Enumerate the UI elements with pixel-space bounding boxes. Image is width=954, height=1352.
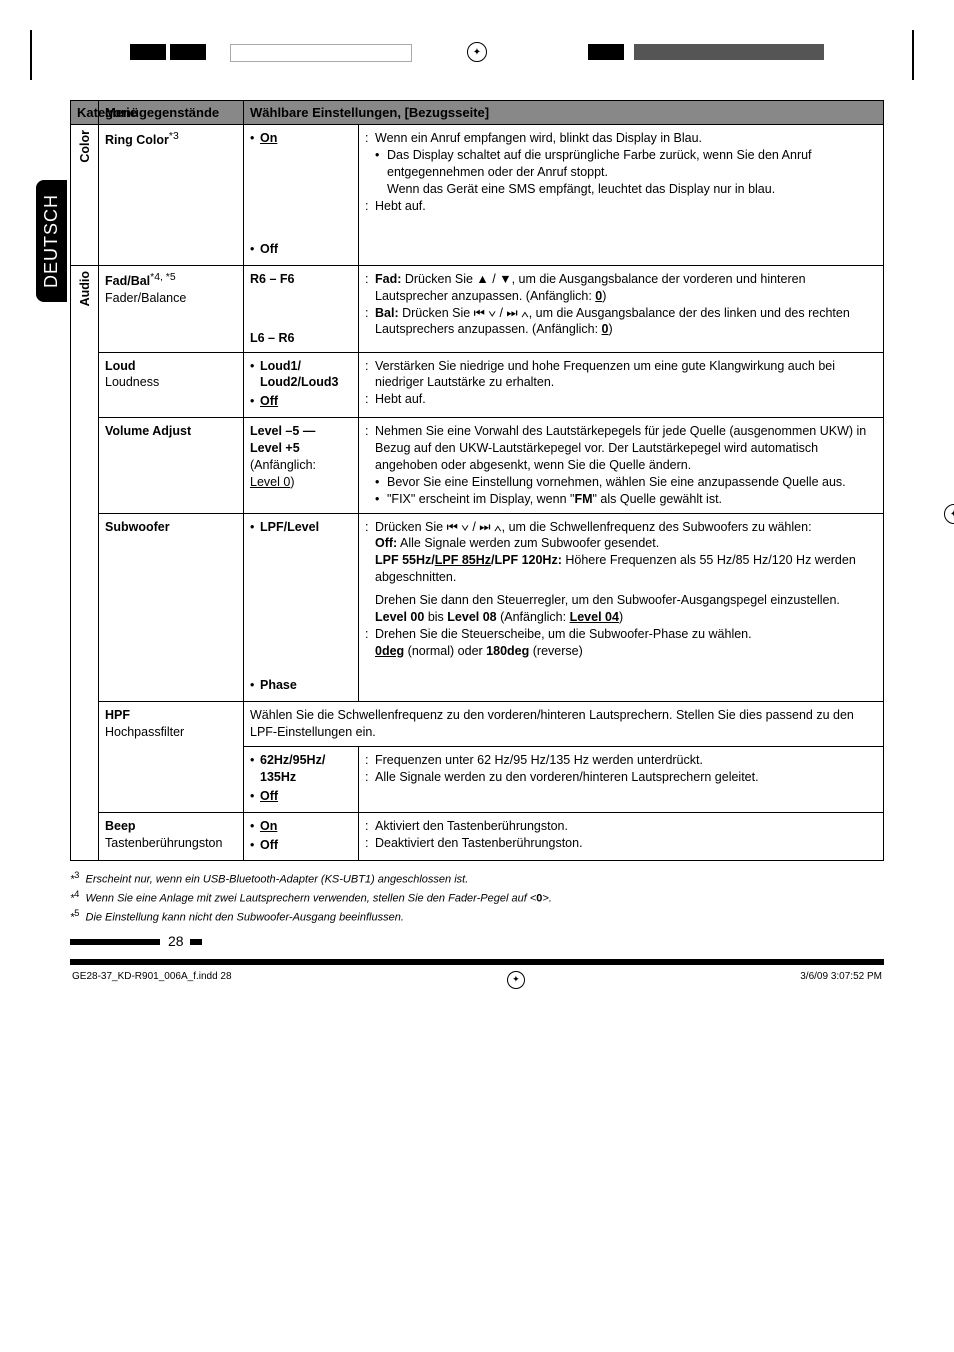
- header-menu: Menügegenstände: [99, 101, 244, 125]
- opts-volume-adjust: Level –5 — Level +5 (Anfänglich: Level 0…: [244, 418, 359, 513]
- opts-ring-color: On Off: [244, 125, 359, 266]
- header-category: Kategorie: [71, 101, 99, 125]
- registration-mark-right-icon: ✦: [944, 504, 954, 524]
- menu-beep: Beep Tastenberührungston: [99, 812, 244, 861]
- desc-hpf: :Frequenzen unter 62 Hz/95 Hz/135 Hz wer…: [359, 747, 884, 813]
- desc-fadbal: : Fad: Drücken Sie ▲ / ▼, um die Ausgang…: [359, 265, 884, 352]
- page-number: 28: [70, 933, 884, 949]
- prev-next-icons: ⏮ ∨ / ⏭ ∧: [447, 520, 502, 534]
- desc-loud: :Verstärken Sie niedrige und hohe Freque…: [359, 352, 884, 418]
- opts-beep: On Off: [244, 812, 359, 861]
- menu-hpf: HPF Hochpassfilter: [99, 702, 244, 812]
- registration-mark-icon: ✦: [467, 42, 487, 62]
- menu-subwoofer: Subwoofer: [99, 513, 244, 702]
- opts-subwoofer: LPF/Level Phase: [244, 513, 359, 702]
- opts-hpf: 62Hz/95Hz/ 135Hz Off: [244, 747, 359, 813]
- desc-ring-color: : Wenn ein Anruf empfangen wird, blinkt …: [359, 125, 884, 266]
- category-audio: Audio: [71, 265, 99, 861]
- menu-volume-adjust: Volume Adjust: [99, 418, 244, 513]
- opts-loud: Loud1/ Loud2/Loud3 Off: [244, 352, 359, 418]
- desc-subwoofer: : Drücken Sie ⏮ ∨ / ⏭ ∧, um die Schwelle…: [359, 513, 884, 702]
- category-color: Color: [71, 125, 99, 266]
- menu-fadbal: Fad/Bal*4, *5 Fader/Balance: [99, 265, 244, 352]
- registration-mark-bottom-icon: ✦: [507, 971, 525, 989]
- prev-next-icons: ⏮ ∨ / ⏭ ∧: [474, 306, 529, 320]
- opts-fadbal: R6 – F6 L6 – R6: [244, 265, 359, 352]
- desc-volume-adjust: : Nehmen Sie eine Vorwahl des Lautstärke…: [359, 418, 884, 513]
- desc-hpf-intro: Wählen Sie die Schwellenfrequenz zu den …: [244, 702, 884, 747]
- menu-loud: Loud Loudness: [99, 352, 244, 418]
- footnotes: *3 Erscheint nur, wenn ein USB-Bluetooth…: [70, 869, 884, 926]
- menu-ring-color: Ring Color*3: [99, 125, 244, 266]
- desc-beep: :Aktiviert den Tastenberührungston. :Dea…: [359, 812, 884, 861]
- settings-table: Kategorie Menügegenstände Wählbare Einst…: [70, 100, 884, 861]
- header-settings: Wählbare Einstellungen, [Bezugsseite]: [244, 101, 884, 125]
- registration-ornament-top: ✦: [70, 30, 884, 60]
- language-tab: DEUTSCH: [36, 180, 67, 302]
- print-footer: GE28-37_KD-R901_006A_f.indd 28 ✦ 3/6/09 …: [70, 965, 884, 989]
